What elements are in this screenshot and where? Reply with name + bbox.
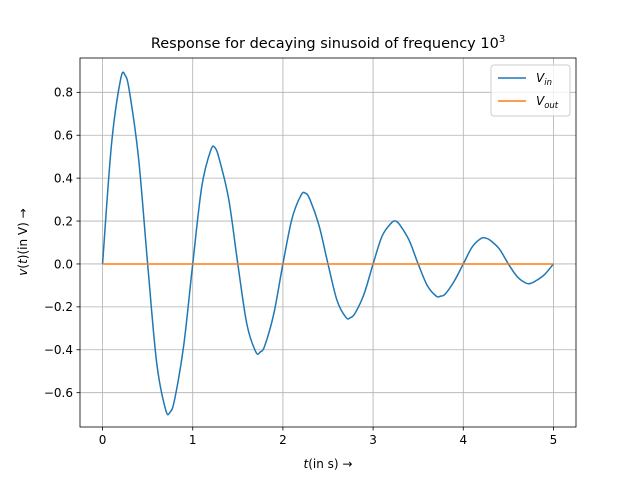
y-tick-label: −0.2 [44,300,73,314]
y-axis-label-rest: )(in V) → [16,208,30,259]
x-axis-label-italic: t [304,457,310,471]
y-tick-label: −0.6 [44,386,73,400]
legend-label-vin-sub: in [544,78,552,88]
legend-label-vin: Vin [536,71,552,88]
y-axis-label-paren: ( [16,264,30,269]
x-tick-label: 2 [279,433,287,447]
legend: Vin Vout [490,64,571,117]
y-tick-label: 0.0 [54,257,73,271]
y-tick-label: 0.6 [54,129,73,143]
axis-ticks: 0 1 2 3 4 5 −0.6 −0.4 −0.2 0.0 0.2 0.4 0.6 0.8 [44,86,557,447]
chart-title-main: Response for decaying sinusoid of freque… [151,36,499,52]
series-lines [101,71,555,416]
y-tick-label: −0.4 [44,343,73,357]
legend-label-vout-sub: out [544,101,559,111]
legend-label-vout-main: V [536,94,545,108]
x-tick-label: 0 [99,433,107,447]
legend-label-vout: Vout [536,94,559,111]
x-axis-label-rest: (in s) → [308,457,352,471]
y-tick-label: 0.4 [54,171,73,185]
chart-title: Response for decaying sinusoid of freque… [151,34,505,52]
y-axis-label-t: t [16,258,30,264]
y-tick-label: 0.8 [54,86,73,100]
y-axis-label-v: v [16,268,30,276]
x-tick-label: 5 [550,433,558,447]
y-tick-label: 0.2 [54,214,73,228]
series-line-in [101,71,555,416]
plot-area-frame [79,57,577,428]
x-tick-label: 3 [369,433,377,447]
x-tick-label: 1 [189,433,197,447]
x-axis-label: t(in s) → [304,457,353,471]
legend-box [490,64,571,117]
legend-label-vin-main: V [536,71,545,85]
y-axis-label: v(t)(in V) → [16,208,30,275]
x-tick-label: 4 [459,433,467,447]
chart-title-superscript: 3 [499,34,505,45]
